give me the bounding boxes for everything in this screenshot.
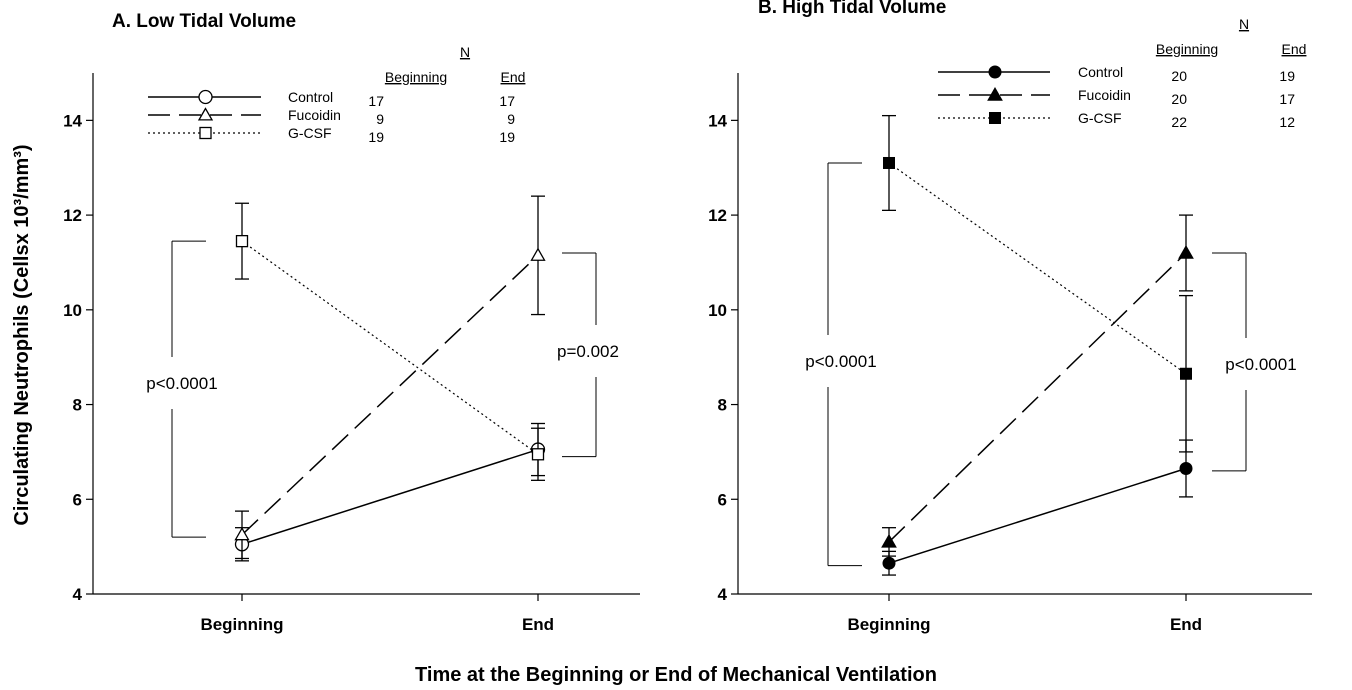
legend-label: G-CSF: [1078, 110, 1122, 126]
panel-a: A. Low Tidal Volume 4 6 8 10 12 14 Beginning End…: [63, 11, 640, 634]
legend-n-header: N: [1239, 16, 1249, 32]
legend-marker: [198, 89, 213, 105]
x-tick-label: End: [522, 615, 554, 634]
legend-n-beginning: 17: [368, 93, 384, 109]
legend-col-header: Beginning: [1156, 41, 1218, 57]
y-tick-label: 10: [63, 301, 82, 320]
legend-n-beginning: 9: [376, 111, 384, 127]
data-point-marker: [1178, 244, 1194, 259]
legend-label: Control: [288, 89, 333, 105]
y-tick-label: 4: [718, 585, 728, 604]
y-tick-label: 6: [718, 490, 727, 509]
series-line: [241, 448, 539, 545]
legend-marker: [987, 86, 1003, 101]
x-axis-title: Time at the Beginning or End of Mechanic…: [415, 664, 937, 686]
x-tick-label: Beginning: [847, 615, 930, 634]
y-tick-label: 8: [73, 396, 82, 415]
y-tick-label: 8: [718, 396, 727, 415]
y-axis-title: Circulating Neutrophils (Cellsx 10³/mm³): [11, 144, 33, 525]
legend-n-end: 9: [507, 111, 515, 127]
series-line: [241, 240, 539, 455]
legend-n-end: 19: [1279, 68, 1295, 84]
legend-col-header: End: [1282, 41, 1307, 57]
data-point-marker: [1180, 367, 1192, 380]
legend-n-end: 12: [1279, 114, 1295, 130]
legend-label: Fucoidin: [288, 107, 341, 123]
data-point-marker: [881, 533, 897, 548]
series-line: [241, 254, 539, 536]
data-point-marker: [530, 247, 546, 261]
legend-n-beginning: 19: [368, 129, 384, 145]
p-value-annotation: p<0.0001: [1225, 355, 1296, 374]
legend-n-header: N: [460, 44, 470, 60]
panel-b: B. High Tidal Volume 4 6 8 10 12 14 Beginning En…: [708, 0, 1312, 634]
p-value-annotation: p<0.0001: [146, 374, 217, 393]
legend-n-beginning: 20: [1171, 91, 1187, 107]
legend-n-end: 19: [499, 129, 515, 145]
legend-marker: [989, 112, 1001, 124]
series-line: [888, 162, 1187, 375]
y-tick-label: 6: [73, 490, 82, 509]
y-tick-label: 12: [63, 206, 82, 225]
y-tick-label: 14: [63, 111, 82, 130]
p-value-annotation: p<0.0001: [805, 352, 876, 371]
legend-marker: [988, 65, 1002, 79]
y-tick-label: 4: [73, 585, 83, 604]
legend-n-end: 17: [1279, 91, 1295, 107]
legend-n-beginning: 22: [1171, 114, 1187, 130]
series-line: [888, 467, 1187, 564]
data-point-marker: [882, 556, 896, 570]
x-tick-label: Beginning: [200, 615, 283, 634]
data-point-marker: [531, 448, 545, 461]
data-point-marker: [883, 156, 895, 169]
data-point-marker: [234, 526, 250, 541]
legend-n-beginning: 20: [1171, 68, 1187, 84]
legend-label: Control: [1078, 64, 1123, 80]
y-tick-label: 14: [708, 111, 727, 130]
p-value-annotation: p=0.002: [557, 342, 619, 361]
data-point-marker: [1179, 461, 1193, 475]
legend-n-end: 17: [499, 93, 515, 109]
chart-title: B. High Tidal Volume: [758, 0, 946, 18]
data-point-marker: [235, 234, 249, 248]
legend-marker: [199, 126, 212, 140]
y-tick-label: 10: [708, 301, 727, 320]
legend-marker: [197, 107, 214, 121]
series-line: [888, 252, 1187, 543]
legend-label: Fucoidin: [1078, 87, 1131, 103]
legend-label: G-CSF: [288, 125, 332, 141]
legend-col-header: End: [501, 69, 526, 85]
x-tick-label: End: [1170, 615, 1202, 634]
chart-title: A. Low Tidal Volume: [112, 11, 296, 32]
legend-col-header: Beginning: [385, 69, 447, 85]
y-tick-label: 12: [708, 206, 727, 225]
